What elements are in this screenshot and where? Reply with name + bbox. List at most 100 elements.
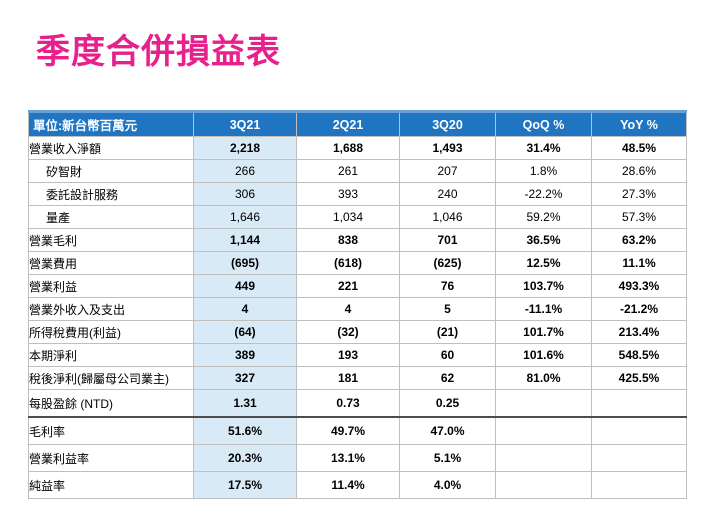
row-label: 營業外收入及支出 [28, 297, 194, 321]
cell-yoy: 213.4% [591, 320, 687, 344]
cell-qoq: 81.0% [495, 366, 592, 390]
table-row: 營業毛利 1,144 838 701 36.5% 63.2% [28, 228, 687, 252]
table-row: 委託設計服務 306 393 240 -22.2% 27.3% [28, 182, 687, 206]
cell-3q21: 20.3% [193, 444, 297, 472]
row-label: 稅後淨利(歸屬母公司業主) [28, 366, 194, 390]
cell-3q20: 701 [399, 228, 496, 252]
table-header-row: 單位:新台幣百萬元 3Q21 2Q21 3Q20 QoQ % YoY % [28, 110, 687, 137]
cell-yoy: 48.5% [591, 136, 687, 160]
cell-3q21: 1.31 [193, 389, 297, 418]
cell-yoy: 57.3% [591, 205, 687, 229]
cell-3q20: 76 [399, 274, 496, 298]
cell-yoy [591, 416, 687, 445]
cell-qoq [495, 416, 592, 445]
table-row: 營業收入淨額 2,218 1,688 1,493 31.4% 48.5% [28, 136, 687, 160]
cell-3q21: 1,144 [193, 228, 297, 252]
cell-3q20: (21) [399, 320, 496, 344]
table-row: 營業費用 (695) (618) (625) 12.5% 11.1% [28, 251, 687, 275]
cell-qoq: -11.1% [495, 297, 592, 321]
row-label: 營業利益 [28, 274, 194, 298]
row-label: 營業利益率 [28, 444, 194, 472]
cell-3q21: (64) [193, 320, 297, 344]
table-row: 稅後淨利(歸屬母公司業主) 327 181 62 81.0% 425.5% [28, 366, 687, 390]
income-statement-table: 單位:新台幣百萬元 3Q21 2Q21 3Q20 QoQ % YoY % 營業收… [28, 110, 687, 499]
row-label: 量產 [28, 205, 194, 229]
header-2q21: 2Q21 [296, 110, 400, 137]
table-row: 每股盈餘 (NTD) 1.31 0.73 0.25 [28, 389, 687, 418]
header-qoq: QoQ % [495, 110, 592, 137]
cell-3q21: 327 [193, 366, 297, 390]
cell-yoy [591, 471, 687, 499]
cell-yoy: 493.3% [591, 274, 687, 298]
row-label: 委託設計服務 [28, 182, 194, 206]
cell-3q20: 4.0% [399, 471, 496, 499]
cell-qoq [495, 444, 592, 472]
cell-2q21: 193 [296, 343, 400, 367]
row-label: 本期淨利 [28, 343, 194, 367]
cell-yoy: 63.2% [591, 228, 687, 252]
cell-yoy: 548.5% [591, 343, 687, 367]
cell-3q21: 51.6% [193, 416, 297, 445]
cell-2q21: 221 [296, 274, 400, 298]
table-row: 營業利益 449 221 76 103.7% 493.3% [28, 274, 687, 298]
cell-qoq [495, 471, 592, 499]
cell-3q20: (625) [399, 251, 496, 275]
cell-yoy [591, 389, 687, 418]
cell-yoy: 11.1% [591, 251, 687, 275]
cell-2q21: 1,688 [296, 136, 400, 160]
row-label: 營業毛利 [28, 228, 194, 252]
cell-3q21: (695) [193, 251, 297, 275]
row-label: 矽智財 [28, 159, 194, 183]
cell-qoq: 1.8% [495, 159, 592, 183]
cell-3q20: 240 [399, 182, 496, 206]
cell-qoq: 101.6% [495, 343, 592, 367]
row-label: 每股盈餘 (NTD) [28, 389, 194, 418]
table-row: 毛利率 51.6% 49.7% 47.0% [28, 416, 687, 445]
cell-3q21: 389 [193, 343, 297, 367]
cell-qoq: 36.5% [495, 228, 592, 252]
cell-3q21: 306 [193, 182, 297, 206]
cell-2q21: 393 [296, 182, 400, 206]
cell-3q21: 17.5% [193, 471, 297, 499]
cell-qoq: 31.4% [495, 136, 592, 160]
table-row: 所得稅費用(利益) (64) (32) (21) 101.7% 213.4% [28, 320, 687, 344]
header-3q20: 3Q20 [399, 110, 496, 137]
cell-yoy: 27.3% [591, 182, 687, 206]
cell-3q20: 207 [399, 159, 496, 183]
cell-qoq [495, 389, 592, 418]
cell-3q21: 2,218 [193, 136, 297, 160]
cell-2q21: 49.7% [296, 416, 400, 445]
cell-qoq: 12.5% [495, 251, 592, 275]
cell-3q20: 5 [399, 297, 496, 321]
cell-2q21: 13.1% [296, 444, 400, 472]
cell-2q21: 261 [296, 159, 400, 183]
header-unit: 單位:新台幣百萬元 [28, 110, 194, 137]
header-3q21: 3Q21 [193, 110, 297, 137]
page-title: 季度合併損益表 [36, 32, 281, 72]
cell-2q21: (618) [296, 251, 400, 275]
table-row: 量產 1,646 1,034 1,046 59.2% 57.3% [28, 205, 687, 229]
cell-3q21: 449 [193, 274, 297, 298]
cell-2q21: 11.4% [296, 471, 400, 499]
header-yoy: YoY % [591, 110, 687, 137]
cell-3q20: 60 [399, 343, 496, 367]
cell-3q21: 1,646 [193, 205, 297, 229]
table-row: 營業利益率 20.3% 13.1% 5.1% [28, 444, 687, 472]
cell-3q21: 266 [193, 159, 297, 183]
cell-yoy: 28.6% [591, 159, 687, 183]
cell-3q20: 1,046 [399, 205, 496, 229]
cell-yoy: -21.2% [591, 297, 687, 321]
cell-yoy: 425.5% [591, 366, 687, 390]
cell-3q20: 47.0% [399, 416, 496, 445]
cell-2q21: 1,034 [296, 205, 400, 229]
row-label: 所得稅費用(利益) [28, 320, 194, 344]
table-row: 矽智財 266 261 207 1.8% 28.6% [28, 159, 687, 183]
cell-2q21: 0.73 [296, 389, 400, 418]
cell-3q20: 5.1% [399, 444, 496, 472]
cell-2q21: (32) [296, 320, 400, 344]
cell-3q20: 0.25 [399, 389, 496, 418]
cell-3q20: 62 [399, 366, 496, 390]
cell-yoy [591, 444, 687, 472]
row-label: 毛利率 [28, 416, 194, 445]
row-label: 營業收入淨額 [28, 136, 194, 160]
